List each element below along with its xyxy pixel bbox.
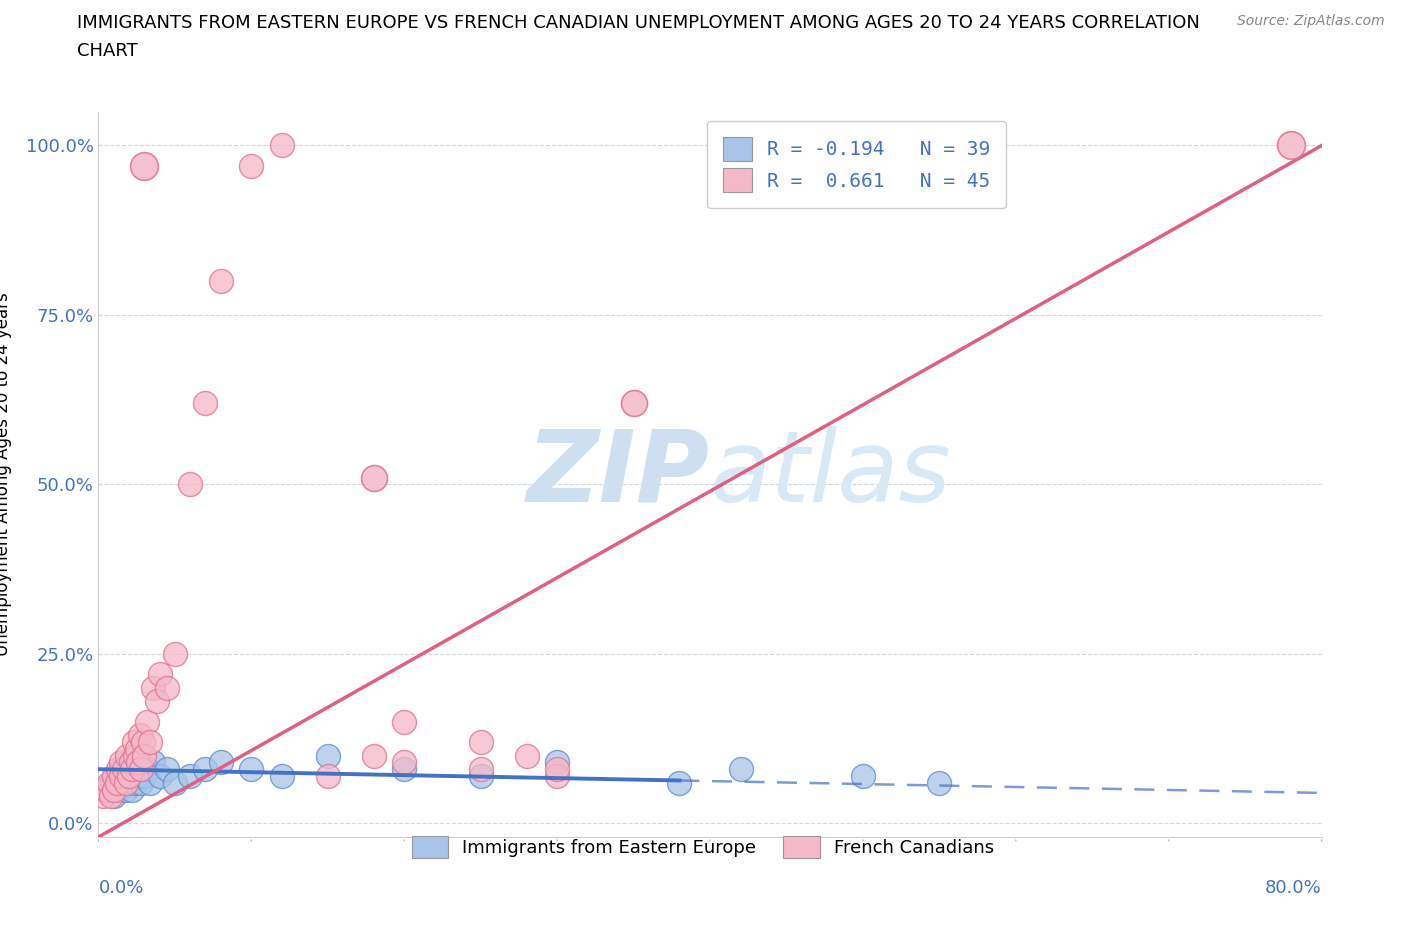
Point: [316, 749, 339, 764]
Text: IMMIGRANTS FROM EASTERN EUROPE VS FRENCH CANADIAN UNEMPLOYMENT AMONG AGES 20 TO : IMMIGRANTS FROM EASTERN EUROPE VS FRENCH…: [77, 14, 1201, 32]
Text: Source: ZipAtlas.com: Source: ZipAtlas.com: [1237, 14, 1385, 28]
Text: ZIP: ZIP: [527, 426, 710, 523]
Text: CHART: CHART: [77, 42, 138, 60]
Point: [136, 714, 159, 729]
Point: [115, 782, 138, 797]
Point: [127, 768, 149, 783]
Point: [470, 768, 492, 783]
Point: [392, 714, 416, 729]
Point: [125, 762, 148, 777]
Text: atlas: atlas: [710, 426, 952, 523]
Point: [110, 762, 132, 777]
Point: [470, 735, 492, 750]
Text: 0.0%: 0.0%: [98, 880, 143, 897]
Point: [125, 741, 148, 756]
Point: [128, 728, 150, 743]
Y-axis label: Unemployment Among Ages 20 to 24 years: Unemployment Among Ages 20 to 24 years: [0, 292, 11, 657]
Point: [124, 776, 146, 790]
Point: [209, 273, 232, 288]
Point: [142, 755, 165, 770]
Point: [928, 776, 950, 790]
Point: [470, 762, 492, 777]
Point: [156, 681, 179, 696]
Point: [392, 755, 416, 770]
Point: [179, 768, 201, 783]
Point: [194, 762, 217, 777]
Point: [127, 755, 149, 770]
Point: [98, 776, 121, 790]
Point: [163, 776, 186, 790]
Point: [134, 768, 156, 783]
Point: [240, 762, 263, 777]
Point: [94, 782, 117, 797]
Point: [120, 762, 142, 777]
Point: [149, 667, 172, 682]
Point: [121, 782, 143, 797]
Point: [110, 755, 132, 770]
Point: [209, 755, 232, 770]
Point: [94, 782, 117, 797]
Point: [142, 681, 165, 696]
Point: [136, 762, 159, 777]
Point: [105, 776, 128, 790]
Point: [103, 789, 125, 804]
Point: [623, 395, 645, 410]
Point: [134, 749, 156, 764]
Point: [194, 395, 217, 410]
Text: 80.0%: 80.0%: [1265, 880, 1322, 897]
Point: [730, 762, 752, 777]
Point: [117, 755, 139, 770]
Point: [270, 768, 292, 783]
Point: [546, 762, 568, 777]
Point: [128, 755, 150, 770]
Point: [117, 749, 139, 764]
Point: [110, 776, 132, 790]
Point: [363, 471, 385, 485]
Point: [546, 768, 568, 783]
Point: [392, 762, 416, 777]
Point: [115, 776, 138, 790]
Point: [516, 749, 538, 764]
Point: [1279, 138, 1302, 153]
Point: [103, 768, 125, 783]
Point: [121, 762, 143, 777]
Point: [163, 646, 186, 661]
Point: [118, 768, 141, 783]
Point: [110, 768, 132, 783]
Legend: Immigrants from Eastern Europe, French Canadians: Immigrants from Eastern Europe, French C…: [405, 829, 1001, 865]
Point: [91, 789, 114, 804]
Point: [316, 768, 339, 783]
Point: [100, 789, 122, 804]
Point: [112, 762, 135, 777]
Point: [122, 735, 145, 750]
Point: [139, 776, 162, 790]
Point: [270, 138, 292, 153]
Point: [129, 762, 152, 777]
Point: [132, 735, 155, 750]
Point: [122, 768, 145, 783]
Point: [668, 776, 690, 790]
Point: [120, 755, 142, 770]
Point: [240, 158, 263, 173]
Point: [179, 477, 201, 492]
Point: [363, 749, 385, 764]
Point: [546, 755, 568, 770]
Point: [100, 776, 122, 790]
Point: [118, 776, 141, 790]
Legend: R = -0.194   N = 39, R =  0.661   N = 45: R = -0.194 N = 39, R = 0.661 N = 45: [707, 121, 1007, 207]
Point: [112, 768, 135, 783]
Point: [124, 749, 146, 764]
Point: [852, 768, 875, 783]
Point: [156, 762, 179, 777]
Point: [134, 158, 156, 173]
Point: [145, 694, 167, 709]
Point: [149, 768, 172, 783]
Point: [107, 762, 129, 777]
Point: [103, 782, 125, 797]
Point: [107, 782, 129, 797]
Point: [105, 768, 128, 783]
Point: [129, 776, 152, 790]
Point: [139, 735, 162, 750]
